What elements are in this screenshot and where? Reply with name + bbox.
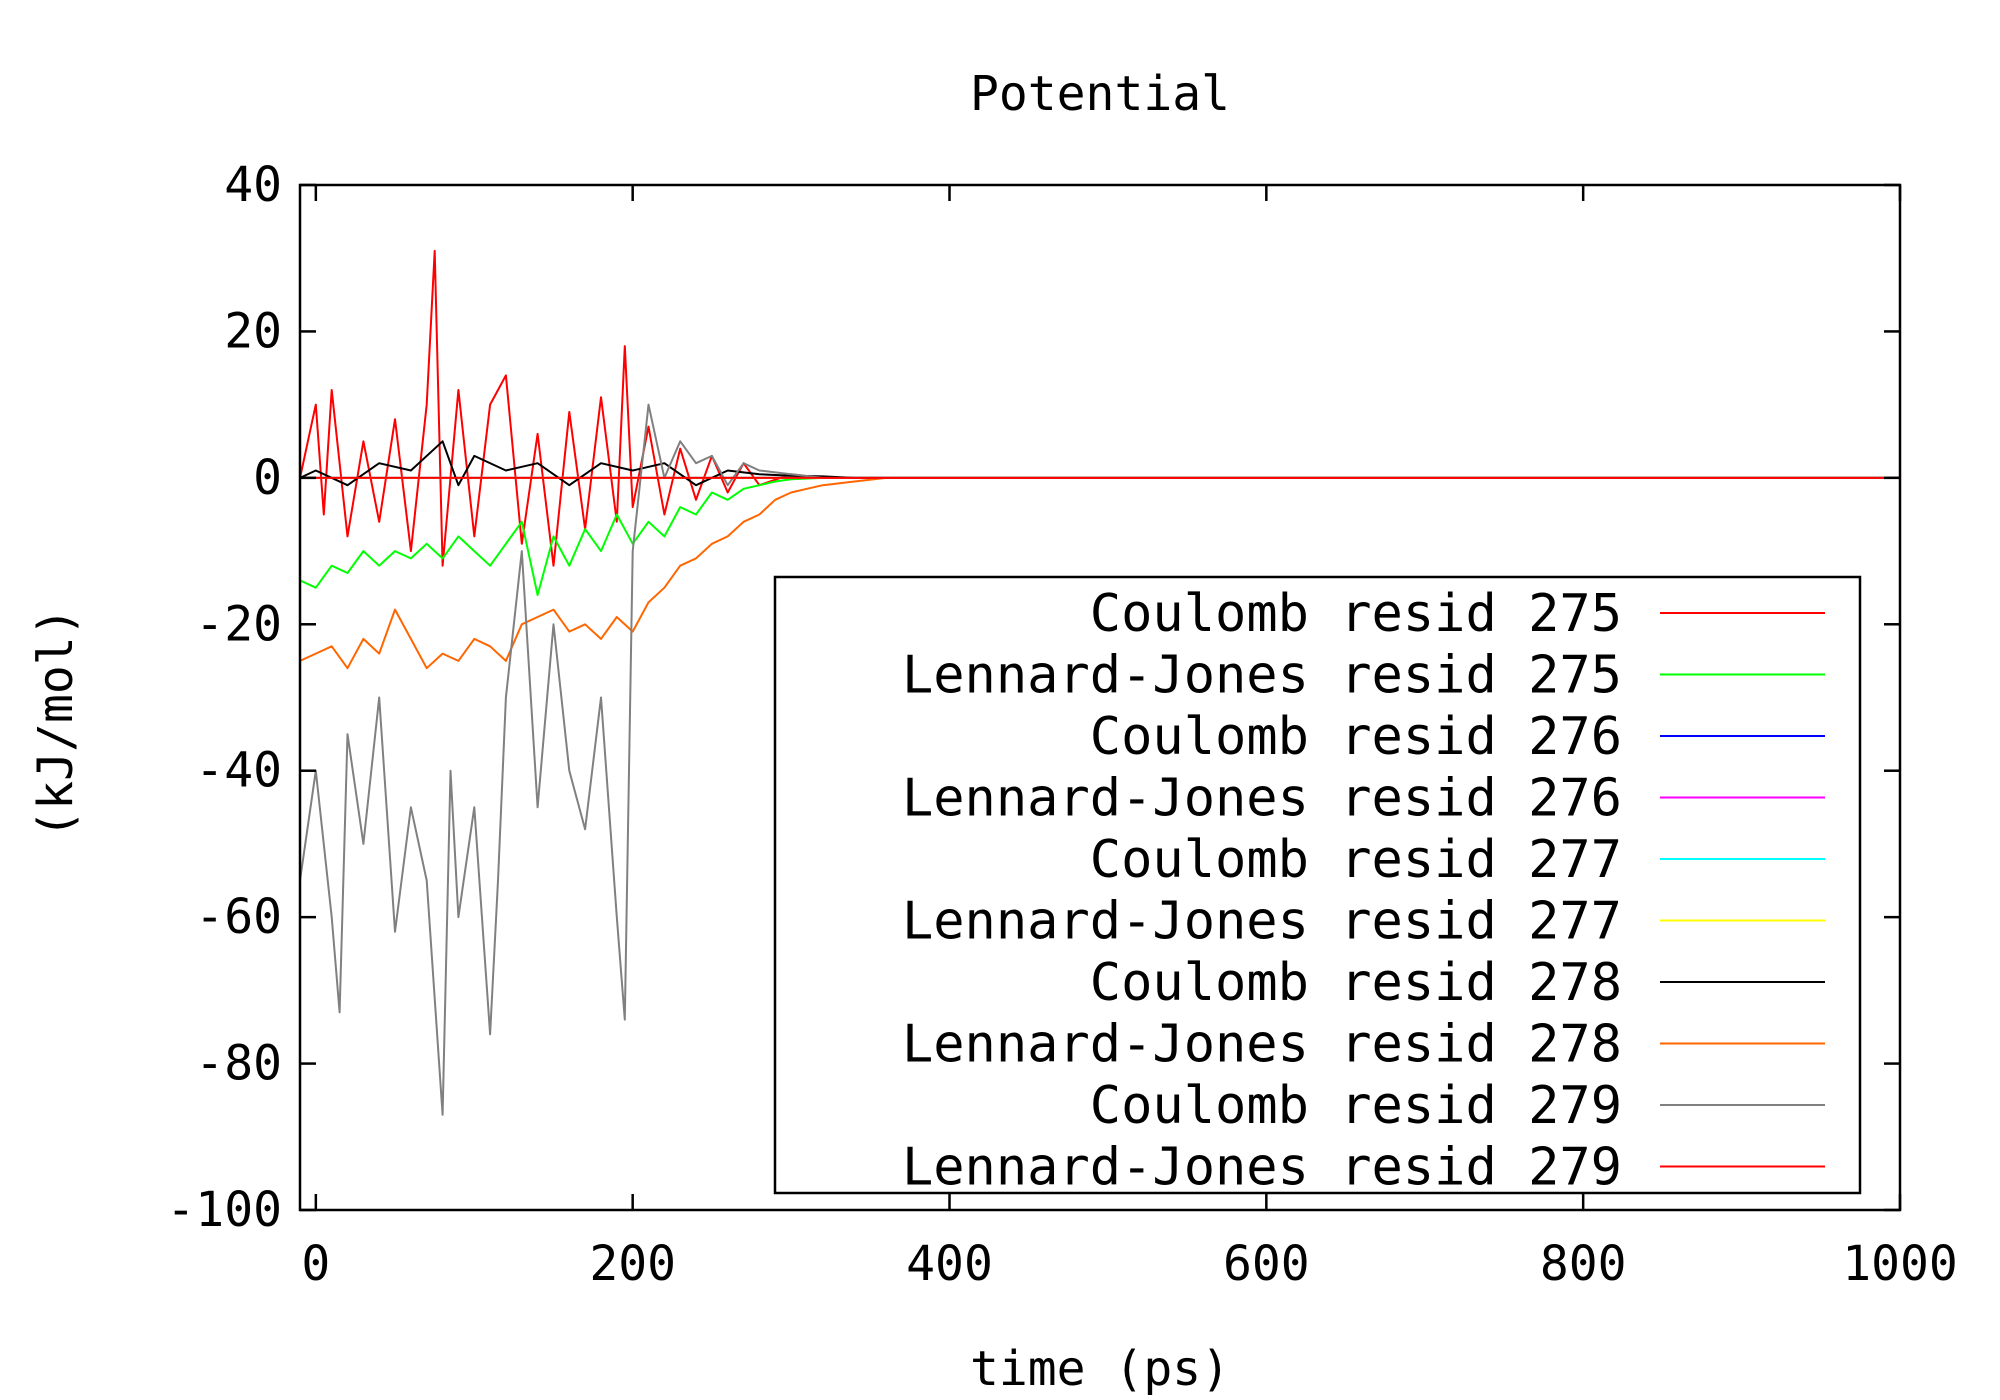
legend-label: Lennard-Jones resid 277: [902, 892, 1622, 952]
x-tick-label: 600: [1223, 1236, 1310, 1292]
series-line-8: [299, 476, 1900, 670]
axes: 0 200 400 600 800 1000 -100 -80 -60 -40 -20 0 20 40: [166, 157, 1957, 1292]
x-axis-title: time (ps): [970, 1341, 1230, 1397]
legend-label: Lennard-Jones resid 275: [902, 646, 1622, 706]
series-line-9: [299, 403, 1900, 1116]
x-tick-label: 0: [301, 1236, 330, 1292]
y-tick-label: -60: [195, 889, 282, 945]
legend-label: Lennard-Jones resid 278: [902, 1015, 1622, 1075]
chart-title: Potential: [970, 66, 1230, 122]
x-tick-label: 400: [906, 1236, 993, 1292]
plot-frame: [298, 183, 1902, 1212]
x-tick-label: 800: [1540, 1236, 1627, 1292]
series-line-1: [299, 249, 1900, 567]
y-tick-label: 0: [253, 450, 282, 506]
series-line-7: [299, 440, 1900, 487]
legend-box: [773, 575, 1862, 1195]
y-tick-label: -20: [195, 596, 282, 652]
legend-label: Coulomb resid 278: [1090, 953, 1622, 1013]
plot-area: [299, 249, 1900, 1116]
y-tick-label: -80: [195, 1036, 282, 1092]
y-tick-label: 40: [224, 157, 282, 213]
legend-label: Coulomb resid 279: [1090, 1076, 1622, 1136]
y-axis-title: (kJ/mol): [28, 607, 84, 838]
legend-label: Coulomb resid 275: [1090, 584, 1622, 644]
x-tick-label: 200: [589, 1236, 676, 1292]
y-tick-label: -40: [195, 743, 282, 799]
y-tick-label: -100: [166, 1182, 282, 1238]
legend-label: Coulomb resid 276: [1090, 707, 1622, 767]
legend-label: Lennard-Jones resid 279: [902, 1138, 1622, 1198]
series-line-2: [299, 476, 1900, 596]
y-tick-label: 20: [224, 303, 282, 359]
x-tick-label: 1000: [1842, 1236, 1958, 1292]
legend-label: Lennard-Jones resid 276: [902, 769, 1622, 829]
legend-label: Coulomb resid 277: [1090, 830, 1622, 890]
